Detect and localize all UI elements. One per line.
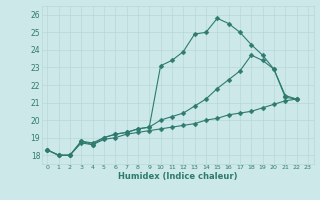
X-axis label: Humidex (Indice chaleur): Humidex (Indice chaleur) [118,172,237,181]
